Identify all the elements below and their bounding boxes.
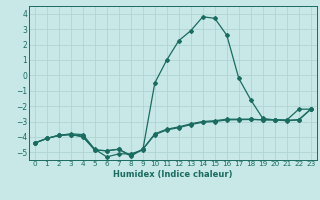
- X-axis label: Humidex (Indice chaleur): Humidex (Indice chaleur): [113, 170, 233, 179]
